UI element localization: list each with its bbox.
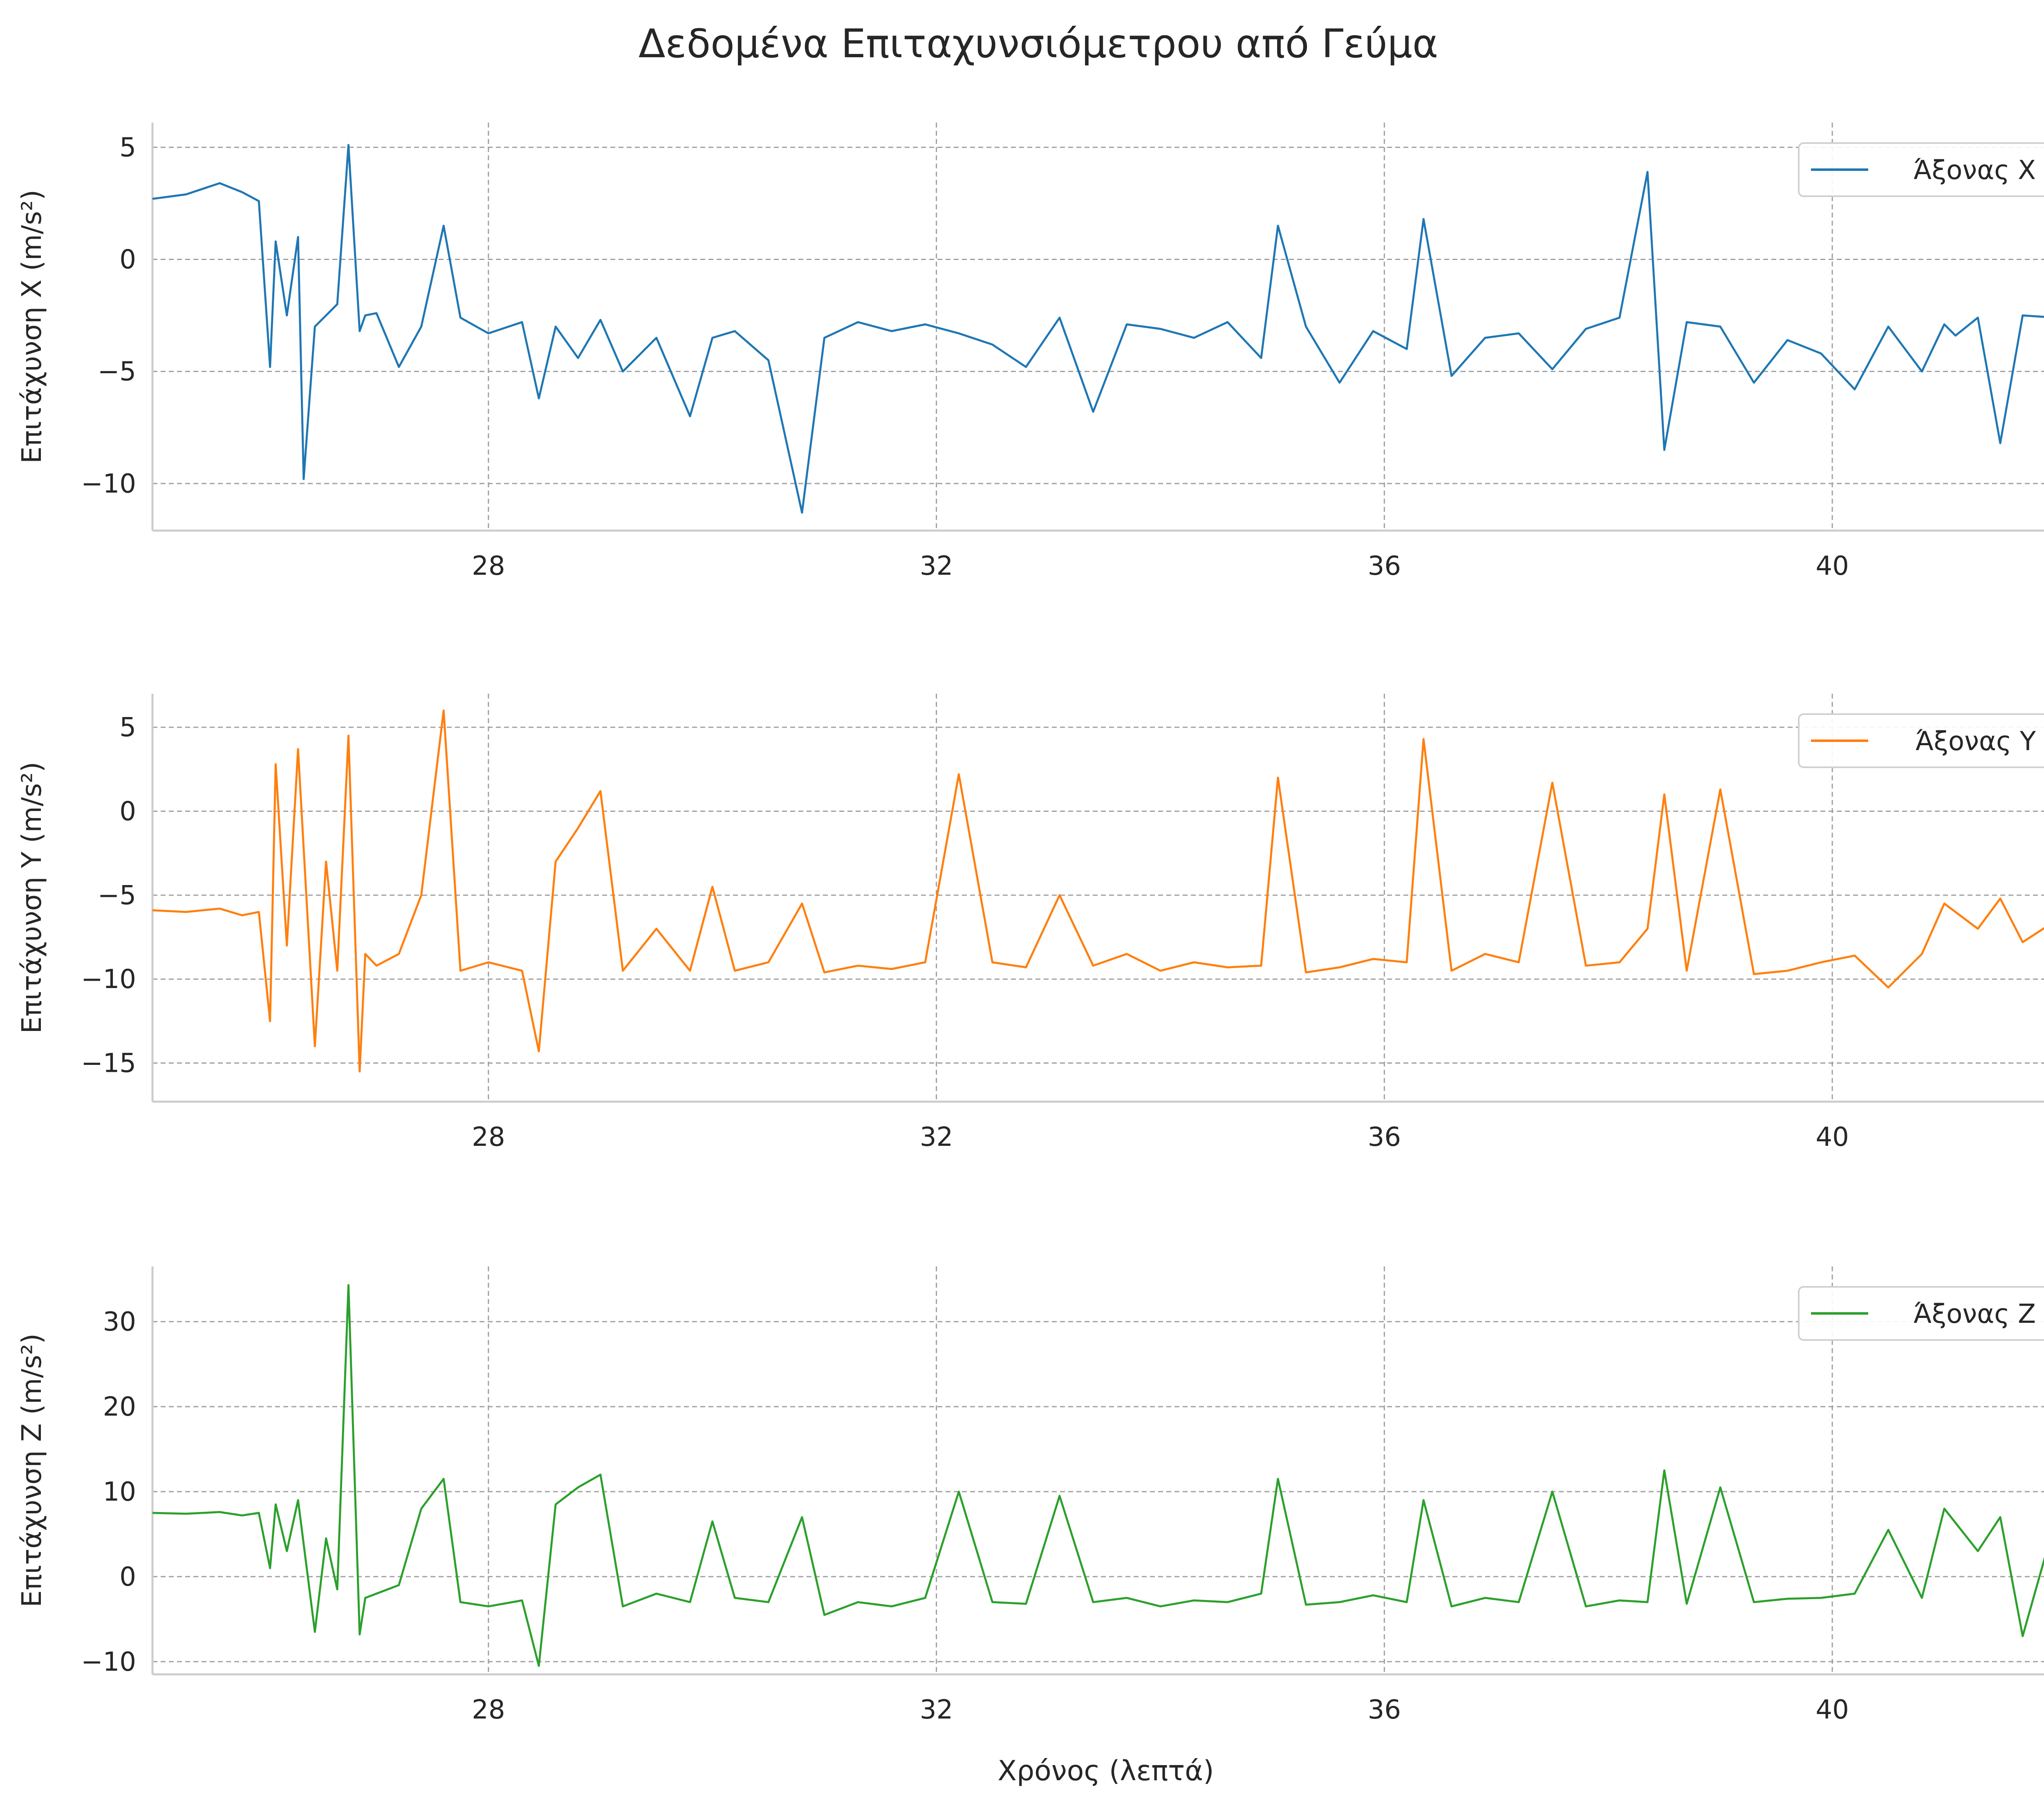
y-tick-label: −10 — [81, 469, 136, 499]
series-line — [152, 144, 2044, 514]
x-tick-label: 32 — [920, 551, 953, 581]
y-tick-label: 5 — [119, 132, 136, 163]
x-tick-label: 32 — [920, 1695, 953, 1725]
y-axis-label: Επιτάχυνση Y (m/s²) — [16, 762, 47, 1034]
x-tick-label: 40 — [1815, 1695, 1849, 1725]
x-tick-label: 36 — [1368, 1695, 1401, 1725]
x-tick-label: 28 — [472, 1695, 505, 1725]
legend-box — [1798, 1286, 2044, 1341]
panel-3: 28 32 36 40 30 20 10 0 −10 Επιτάχυνση Z (m/s²) Άξο… — [16, 1266, 2044, 1725]
x-tick-label: 28 — [472, 1122, 505, 1152]
legend-box — [1798, 713, 2044, 768]
legend-label: Άξονας Y — [1916, 726, 2036, 757]
x-tick-label: 32 — [920, 1122, 953, 1152]
legend: Άξονας X — [1798, 142, 2044, 197]
y-axis-label: Επιτάχυνση Z (m/s²) — [16, 1333, 47, 1607]
x-tick-label: 28 — [472, 551, 505, 581]
legend-label: Άξονας Z — [1914, 1299, 2036, 1329]
y-tick-label: 20 — [103, 1392, 136, 1422]
legend-label: Άξονας X — [1914, 155, 2036, 186]
chart-title: Δεδομένα Επιταχυνσιόμετρου από Γεύμα — [639, 21, 1438, 67]
y-tick-label: 5 — [119, 713, 136, 743]
x-axis-label: Χρόνος (λεπτά) — [997, 1755, 1214, 1787]
y-axis-label: Επιτάχυνση X (m/s²) — [16, 190, 47, 464]
series-line — [152, 1284, 2044, 1667]
legend-box — [1798, 142, 2044, 197]
panel-2: 28 32 36 40 5 0 −5 −10 −15 Επιτάχυνση Y (m/s²) Άξο… — [16, 694, 2044, 1152]
legend: Άξονας Z — [1798, 1286, 2044, 1341]
y-tick-label: 30 — [103, 1307, 136, 1337]
x-tick-label: 40 — [1815, 1122, 1849, 1152]
x-tick-label: 36 — [1368, 551, 1401, 581]
y-tick-label: 10 — [103, 1477, 136, 1507]
panel-1: 28 32 36 40 5 0 −5 −10 Επιτάχυνση X (m/s²) Άξονας… — [16, 123, 2044, 581]
legend: Άξονας Y — [1798, 713, 2044, 768]
y-tick-label: −10 — [81, 964, 136, 995]
y-tick-label: −5 — [98, 357, 136, 387]
y-tick-label: −5 — [98, 881, 136, 911]
y-tick-label: −15 — [81, 1049, 136, 1079]
series-line — [152, 709, 2044, 1073]
y-tick-label: 0 — [119, 1562, 136, 1592]
x-tick-label: 40 — [1815, 551, 1849, 581]
x-tick-label: 36 — [1368, 1122, 1401, 1152]
y-tick-label: −10 — [81, 1647, 136, 1677]
y-tick-label: 0 — [119, 244, 136, 275]
y-tick-label: 0 — [119, 796, 136, 827]
